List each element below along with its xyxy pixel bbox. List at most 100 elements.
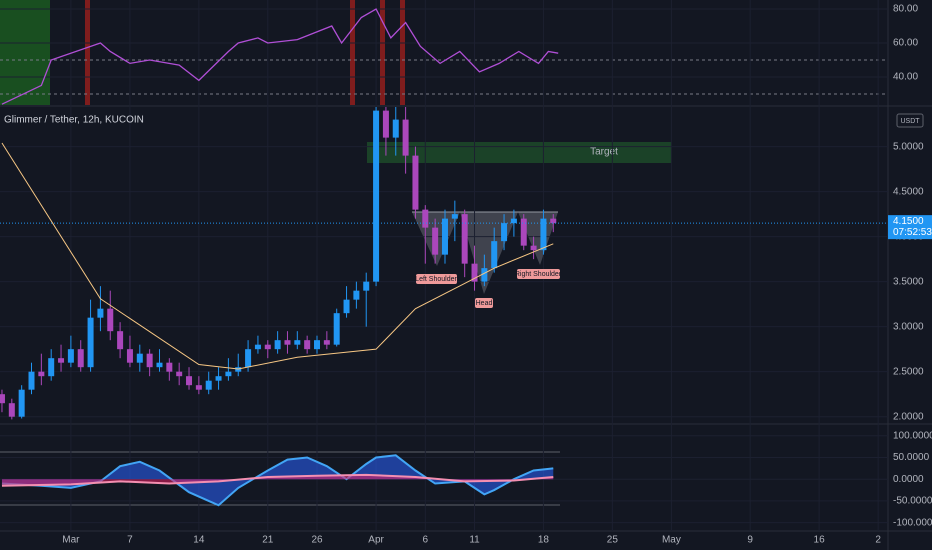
- candle-body: [540, 218, 547, 251]
- candle-body: [126, 349, 133, 363]
- candle-body: [58, 358, 65, 363]
- candle-body: [136, 353, 143, 363]
- y-tick-label: 60.00: [893, 38, 918, 49]
- candle-body: [333, 313, 340, 345]
- x-tick-label: 25: [607, 535, 619, 546]
- annotation-badge: [517, 269, 560, 279]
- y-tick-label: 3.0000: [893, 321, 924, 332]
- candle-body: [28, 371, 35, 390]
- osc-line: [1, 454, 554, 507]
- moving-average: [1, 142, 554, 370]
- candle-body: [245, 349, 252, 368]
- candle-body: [304, 340, 311, 350]
- candle-body: [107, 308, 114, 332]
- x-tick-label: 2: [875, 535, 881, 546]
- x-tick-label: 26: [311, 535, 323, 546]
- candle-body: [294, 340, 301, 345]
- candle-body: [373, 110, 380, 282]
- y-tick-label: 3.5000: [893, 276, 924, 287]
- x-tick-label: 7: [127, 535, 133, 546]
- y-tick-label: 2.5000: [893, 366, 924, 377]
- target-label: Target: [590, 147, 618, 158]
- candle-body: [314, 340, 321, 350]
- candle-body: [225, 371, 232, 377]
- x-tick-label: 11: [469, 535, 480, 546]
- osc-area: [1, 455, 554, 506]
- candle-body: [471, 263, 478, 282]
- candle-body: [481, 268, 488, 282]
- candle-body: [402, 119, 409, 156]
- currency-box: [896, 113, 924, 128]
- x-tick-label: 9: [747, 535, 753, 546]
- candle-body: [491, 241, 498, 269]
- countdown: 07:52:53: [893, 227, 932, 238]
- candle-body: [176, 371, 183, 377]
- chart-title: Glimmer / Tether, 12h, KUCOIN: [4, 115, 144, 126]
- candle-body: [186, 376, 193, 386]
- oversold-zone: [0, 0, 50, 105]
- candle-body: [412, 155, 419, 210]
- rsi-line: [1, 8, 559, 105]
- candle-body: [284, 340, 291, 345]
- candle-body: [550, 218, 557, 224]
- y-tick-label: 0.0000: [893, 474, 924, 485]
- overbought-band: [85, 0, 90, 105]
- overbought-band: [400, 0, 405, 105]
- candle-body: [146, 353, 153, 368]
- pattern-shape: [518, 212, 558, 265]
- x-tick-label: 14: [193, 535, 205, 546]
- candle-body: [530, 245, 537, 251]
- x-tick-label: May: [662, 535, 681, 546]
- candle-body: [38, 371, 45, 377]
- candle-body: [0, 394, 5, 404]
- y-tick-label: 2.0000: [893, 411, 924, 422]
- x-tick-label: 18: [538, 535, 550, 546]
- candle-body: [343, 299, 350, 314]
- candle-body: [77, 349, 84, 368]
- candle-body: [18, 389, 25, 417]
- candle-body: [353, 290, 360, 300]
- y-tick-label: 40.00: [893, 72, 918, 83]
- candle-body: [363, 281, 370, 291]
- candle-body: [274, 340, 281, 350]
- annotation-badge: [475, 298, 493, 308]
- y-tick-label: -100.0000: [893, 517, 932, 528]
- target-box: [367, 142, 672, 163]
- candle-body: [254, 344, 261, 350]
- candle-body: [392, 119, 399, 138]
- last-price-label: 4.1500: [893, 216, 924, 227]
- currency: USDT: [900, 118, 920, 125]
- candle-body: [461, 214, 468, 264]
- candle-body: [215, 376, 222, 381]
- last-price-box: [888, 215, 932, 240]
- candle-body: [323, 340, 330, 345]
- candle-body: [48, 358, 55, 377]
- candle-body: [451, 214, 458, 219]
- candle-body: [520, 218, 527, 246]
- left-shoulder-label: Left Shoulder: [415, 276, 457, 283]
- candle-body: [205, 380, 212, 390]
- candle-body: [422, 209, 429, 228]
- candle-body: [510, 218, 517, 224]
- overbought-band: [380, 0, 385, 105]
- head-label: Head: [476, 300, 493, 307]
- x-tick-label: Mar: [62, 535, 80, 546]
- y-tick-label: 5.0000: [893, 141, 924, 152]
- candle-body: [87, 317, 94, 368]
- candle-body: [195, 385, 202, 390]
- candle-body: [8, 403, 15, 417]
- candle-body: [441, 218, 448, 255]
- y-tick-label: 50.0000: [893, 452, 930, 463]
- candle-body: [382, 110, 389, 138]
- candle-body: [501, 223, 508, 242]
- candle-body: [97, 308, 104, 318]
- x-tick-label: 6: [423, 535, 429, 546]
- candle-body: [264, 344, 271, 350]
- overbought-band: [350, 0, 355, 105]
- right-shoulder-label: Right Shoulder: [515, 271, 562, 278]
- candle-body: [166, 362, 173, 372]
- x-tick-label: 21: [262, 535, 274, 546]
- candle-body: [156, 362, 163, 368]
